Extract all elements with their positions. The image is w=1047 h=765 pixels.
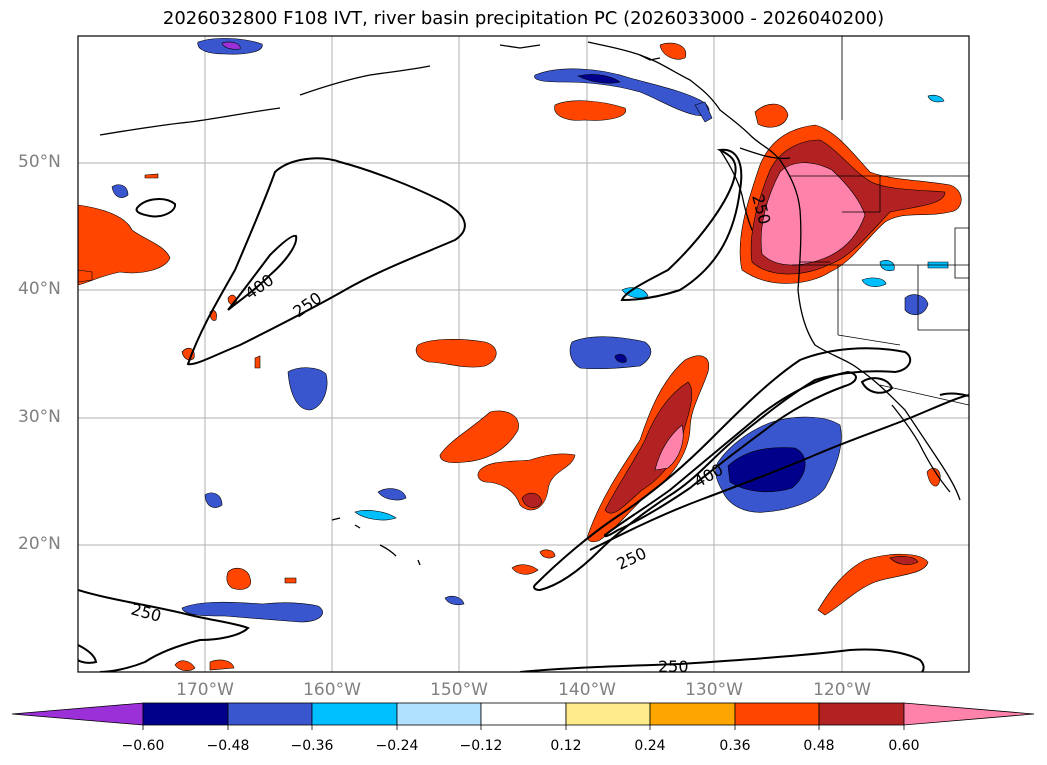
colorbar-tick-label: −0.36 [290,738,334,754]
colorbar-segment [396,702,482,726]
colorbar [11,702,1035,730]
positive-anomalies [78,42,962,671]
lon-label: 130°W [685,680,743,700]
colorbar-segment [480,702,567,726]
colorbar-tick-label: 0.24 [634,738,666,754]
lat-label: 30°N [18,407,61,427]
map-content [78,36,969,672]
gridlines [78,36,969,672]
colorbar-segment [142,702,229,726]
colorbar-segment [227,702,313,726]
colorbar-segment [734,702,820,726]
lon-label: 150°W [430,680,488,700]
negative-anomalies [111,38,949,623]
contour-label: 400 [241,270,277,303]
colorbar-segment [311,702,398,726]
borders [790,36,969,406]
colorbar-segment [649,702,736,726]
lon-label: 170°W [176,680,234,700]
colorbar-tick-label: 0.48 [803,738,835,754]
colorbar-segment [818,702,905,726]
lon-label: 120°W [813,680,871,700]
contour-label: 250 [129,600,163,626]
colorbar-tick-label: 0.36 [719,738,751,754]
colorbar-extend-low [11,702,144,726]
colorbar-tick-label: −0.24 [375,738,419,754]
colorbar-segment [565,702,651,726]
lon-label: 160°W [303,680,361,700]
lat-label: 40°N [18,279,61,299]
contour-label: 250 [614,543,650,573]
colorbar-tick-label: −0.12 [459,738,503,754]
colorbar-tick-label: 0.60 [888,738,920,754]
colorbar-tick-label: 0.12 [550,738,582,754]
colorbar-tick-label: −0.60 [121,738,165,754]
lat-label: 50°N [18,152,61,172]
contour-label: 250 [658,657,689,676]
lon-label: 140°W [558,680,616,700]
ivt-contours [78,148,969,672]
coastlines [99,41,961,566]
colorbar-tick-label: −0.48 [206,738,250,754]
map-title: 2026032800 F108 IVT, river basin precipi… [162,8,885,29]
colorbar-extend-high [903,702,1035,726]
map-frame [77,35,970,673]
lat-label: 20°N [18,534,61,554]
